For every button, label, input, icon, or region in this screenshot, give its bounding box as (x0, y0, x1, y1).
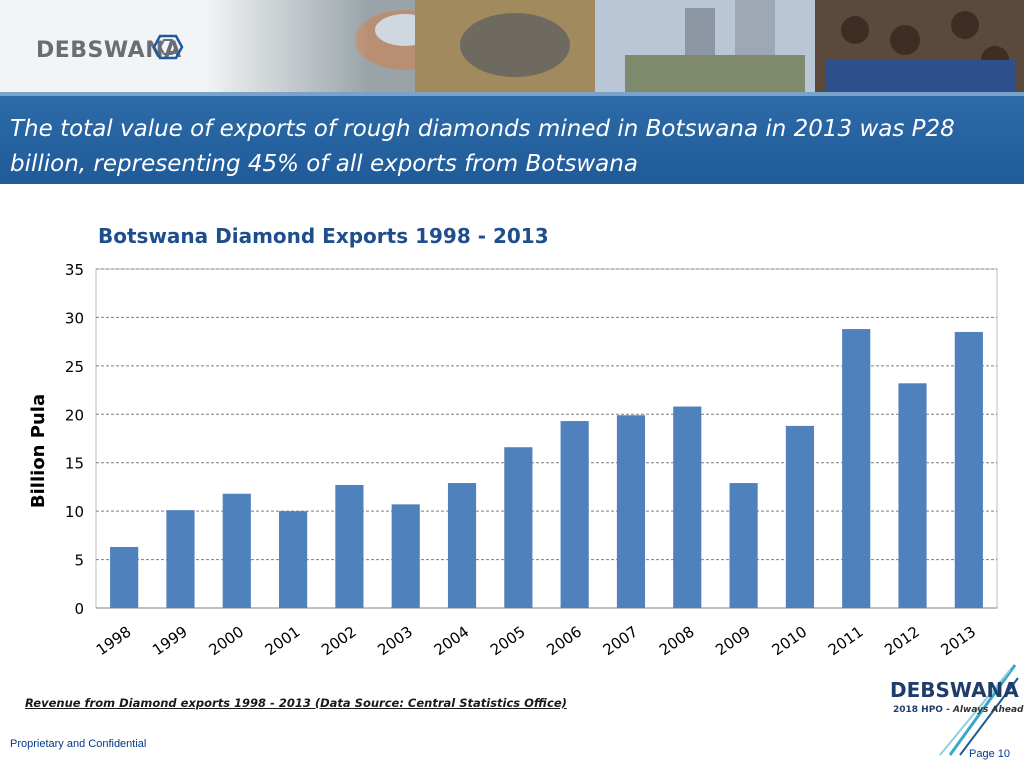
banner-photo-collage (205, 0, 1024, 92)
bar-2000 (222, 493, 251, 608)
confidential-note: Proprietary and Confidential (10, 738, 147, 750)
data-source-note: Revenue from Diamond exports 1998 - 2013… (25, 696, 567, 710)
x-tick-label: 2002 (318, 623, 360, 660)
bar-2003 (391, 504, 420, 608)
x-tick-label: 2000 (205, 623, 247, 660)
y-tick-labels: 0 5 10 15 20 25 30 35 (65, 261, 84, 618)
x-tick-label: 2010 (769, 623, 811, 660)
y-tick-label: 20 (65, 406, 84, 424)
bar-2004 (447, 483, 477, 608)
y-tick-label: 15 (65, 455, 84, 473)
bar-2009 (729, 483, 758, 608)
slide-title: The total value of exports of rough diam… (10, 116, 955, 177)
bars (110, 329, 983, 608)
x-tick-label: 2013 (938, 623, 980, 660)
x-tick-label: 2003 (374, 623, 416, 660)
brand-logo-footer: DEBSWANA (890, 678, 1019, 702)
bar-2012 (898, 383, 927, 608)
page-number: Page 10 (969, 748, 1010, 760)
x-tick-labels: 1998 1999 2000 2001 2002 2003 2004 2005 2006 2007… (93, 623, 979, 660)
bar-2005 (504, 447, 533, 608)
diamond-logo-icon (152, 34, 184, 60)
bar-2006 (560, 421, 589, 608)
x-tick-label: 2006 (543, 623, 585, 660)
x-tick-label: 1998 (93, 623, 135, 660)
y-axis-label: Billion Pula (28, 394, 49, 508)
x-tick-label: 2005 (487, 623, 529, 660)
bar-2007 (616, 415, 646, 608)
bar-2013 (954, 331, 983, 608)
title-band: The total value of exports of rough diam… (0, 92, 1024, 184)
x-tick-label: 2008 (656, 623, 698, 660)
x-tick-label: 2004 (431, 623, 473, 660)
bar-1999 (166, 510, 195, 608)
bar-2001 (279, 511, 308, 608)
x-tick-label: 2007 (600, 623, 642, 660)
x-tick-label: 2012 (881, 623, 923, 660)
brand-swoosh-icon (939, 664, 1019, 756)
x-tick-label: 2009 (712, 623, 754, 660)
y-tick-label: 10 (65, 503, 84, 521)
x-tick-label: 1999 (149, 623, 191, 660)
bar-chart: Botswana Diamond Exports 1998 - 2013 Bil… (28, 224, 998, 660)
chart-title: Botswana Diamond Exports 1998 - 2013 (98, 224, 549, 248)
y-tick-label: 30 (65, 309, 84, 327)
x-tick-label: 2001 (262, 623, 304, 660)
bar-2010 (785, 425, 814, 608)
bar-2002 (335, 484, 364, 608)
y-tick-label: 0 (74, 600, 84, 618)
y-tick-label: 35 (65, 261, 84, 279)
y-tick-label: 5 (74, 552, 84, 570)
x-tick-label: 2011 (825, 623, 867, 660)
y-tick-label: 25 (65, 358, 84, 376)
bar-1998 (110, 546, 139, 608)
brand-tagline: 2018 HPO - Always Ahead (893, 705, 1024, 715)
bar-2008 (673, 406, 702, 608)
header-banner: DEBSWANA (0, 0, 1024, 92)
bar-2011 (842, 329, 871, 608)
